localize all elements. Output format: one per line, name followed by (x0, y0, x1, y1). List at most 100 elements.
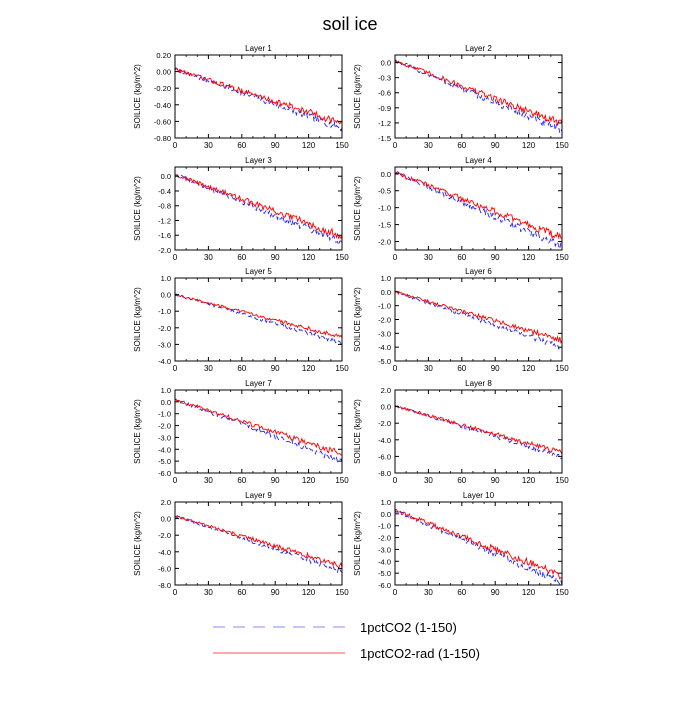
plot-frame (174, 54, 343, 139)
y-tick-label: -1.0 (378, 204, 391, 213)
x-tick-label: 90 (491, 476, 500, 485)
y-tick-label: -1.0 (158, 410, 171, 419)
series-line-1pctco2-rad (394, 508, 563, 580)
y-tick-label: -3.0 (158, 433, 171, 442)
y-tick-label: -1.6 (158, 231, 171, 240)
y-tick-label: -4.0 (378, 557, 391, 566)
y-axis-label: SOILICE (kg/m^2) (133, 399, 142, 464)
x-tick-label: 60 (457, 588, 466, 597)
y-tick-label: -1.0 (378, 302, 391, 311)
y-tick-label: 0.0 (161, 515, 171, 524)
y-tick-label: -0.20 (154, 84, 171, 93)
y-tick-label: -4.0 (158, 445, 171, 454)
x-tick-label: 0 (393, 476, 398, 485)
y-tick-label: -1.2 (158, 216, 171, 225)
series-line-1pctco2-rad (394, 60, 563, 126)
plot-frame (174, 389, 343, 474)
plot-frame (394, 389, 563, 474)
x-tick-label: 150 (335, 588, 349, 597)
y-tick-label: -1.5 (378, 221, 391, 230)
y-tick-label: -0.6 (378, 89, 391, 98)
x-tick-label: 120 (522, 364, 536, 373)
series-line-1pctco2 (174, 67, 343, 132)
x-tick-label: 120 (302, 141, 316, 150)
y-axis-label: SOILICE (kg/m^2) (133, 64, 142, 129)
series-line-1pctco2-rad (174, 399, 343, 456)
y-tick-label: -0.40 (154, 101, 171, 110)
x-tick-label: 30 (424, 364, 433, 373)
y-tick-label: -0.9 (378, 104, 391, 113)
series-line-1pctco2-rad (394, 290, 563, 344)
series-line-1pctco2-rad (174, 173, 343, 240)
y-tick-label: -8.0 (378, 469, 391, 478)
y-tick-label: 0.0 (161, 398, 171, 407)
x-tick-label: 30 (204, 588, 213, 597)
plot-frame (394, 166, 563, 251)
x-tick-label: 150 (335, 141, 349, 150)
x-tick-label: 0 (393, 364, 398, 373)
y-tick-label: -2.0 (158, 422, 171, 431)
x-tick-label: 30 (424, 253, 433, 262)
y-tick-label: -4.0 (378, 343, 391, 352)
x-tick-label: 150 (555, 253, 569, 262)
plot-frame (174, 501, 343, 586)
x-tick-label: 90 (271, 364, 280, 373)
x-tick-label: 60 (457, 141, 466, 150)
legend-label-2: 1pctCO2-rad (1-150) (360, 646, 480, 661)
panel-layer-7: Layer 7 SOILICE (kg/m^2) 0 30 60 90 120 150 -6.0… (133, 379, 349, 485)
x-tick-label: 60 (237, 141, 246, 150)
x-tick-label: 120 (302, 253, 316, 262)
y-tick-label: -4.0 (378, 436, 391, 445)
x-tick-label: 30 (204, 476, 213, 485)
y-tick-label: -8.0 (158, 581, 171, 590)
x-tick-label: 0 (173, 253, 178, 262)
y-tick-label: -0.4 (158, 187, 171, 196)
x-tick-label: 90 (491, 253, 500, 262)
panels: Layer 1 SOILICE (kg/m^2) 0 30 60 90 120 150 -0.8… (133, 44, 569, 597)
panel-layer-4: Layer 4 SOILICE (kg/m^2) 0 30 60 90 120 150 -2.0… (353, 156, 569, 262)
y-tick-label: 0.0 (381, 403, 391, 412)
series-line-1pctco2-rad (394, 171, 563, 240)
x-tick-label: 150 (555, 588, 569, 597)
panel-layer-2: Layer 2 SOILICE (kg/m^2) 0 30 60 90 120 150 -1.5… (353, 44, 569, 150)
plot-frame (174, 277, 343, 362)
y-tick-label: -2.0 (378, 419, 391, 428)
x-tick-label: 60 (457, 476, 466, 485)
y-tick-label: -6.0 (378, 581, 391, 590)
series-line-1pctco2-rad (174, 68, 343, 125)
y-tick-label: 1.0 (161, 386, 171, 395)
series-line-1pctco2 (174, 174, 343, 247)
panel-title: Layer 5 (245, 267, 272, 276)
series-line-1pctco2-rad (394, 405, 563, 455)
x-tick-label: 90 (271, 588, 280, 597)
y-axis-label: SOILICE (kg/m^2) (353, 399, 362, 464)
panel-layer-9: Layer 9 SOILICE (kg/m^2) 0 30 60 90 120 150 -8.0… (133, 491, 349, 597)
panel-title: Layer 3 (245, 156, 272, 165)
series-line-1pctco2 (394, 509, 563, 585)
x-tick-label: 0 (393, 253, 398, 262)
y-tick-label: 0.0 (161, 172, 171, 181)
x-tick-label: 60 (457, 364, 466, 373)
x-tick-label: 150 (335, 364, 349, 373)
y-tick-label: 0.0 (381, 170, 391, 179)
x-tick-label: 150 (335, 476, 349, 485)
legend: 1pctCO2 (1-150) 1pctCO2-rad (1-150) (213, 620, 480, 661)
y-tick-label: -3.0 (158, 340, 171, 349)
y-tick-label: 0.0 (381, 59, 391, 68)
x-tick-label: 90 (491, 141, 500, 150)
x-tick-label: 30 (424, 588, 433, 597)
panel-layer-6: Layer 6 SOILICE (kg/m^2) 0 30 60 90 120 150 -5.0… (353, 267, 569, 373)
panel-layer-1: Layer 1 SOILICE (kg/m^2) 0 30 60 90 120 150 -0.8… (133, 44, 349, 150)
x-tick-label: 120 (302, 364, 316, 373)
x-tick-label: 90 (271, 476, 280, 485)
y-tick-label: -0.5 (378, 187, 391, 196)
y-tick-label: 0.0 (381, 288, 391, 297)
panel-title: Layer 9 (245, 491, 272, 500)
panel-layer-8: Layer 8 SOILICE (kg/m^2) 0 30 60 90 120 150 -8.0… (353, 379, 569, 485)
y-tick-label: -3.0 (378, 545, 391, 554)
series-line-1pctco2 (174, 398, 343, 463)
y-tick-label: -0.60 (154, 117, 171, 126)
panel-layer-3: Layer 3 SOILICE (kg/m^2) 0 30 60 90 120 150 -2.0… (133, 156, 349, 262)
y-axis-label: SOILICE (kg/m^2) (133, 287, 142, 352)
